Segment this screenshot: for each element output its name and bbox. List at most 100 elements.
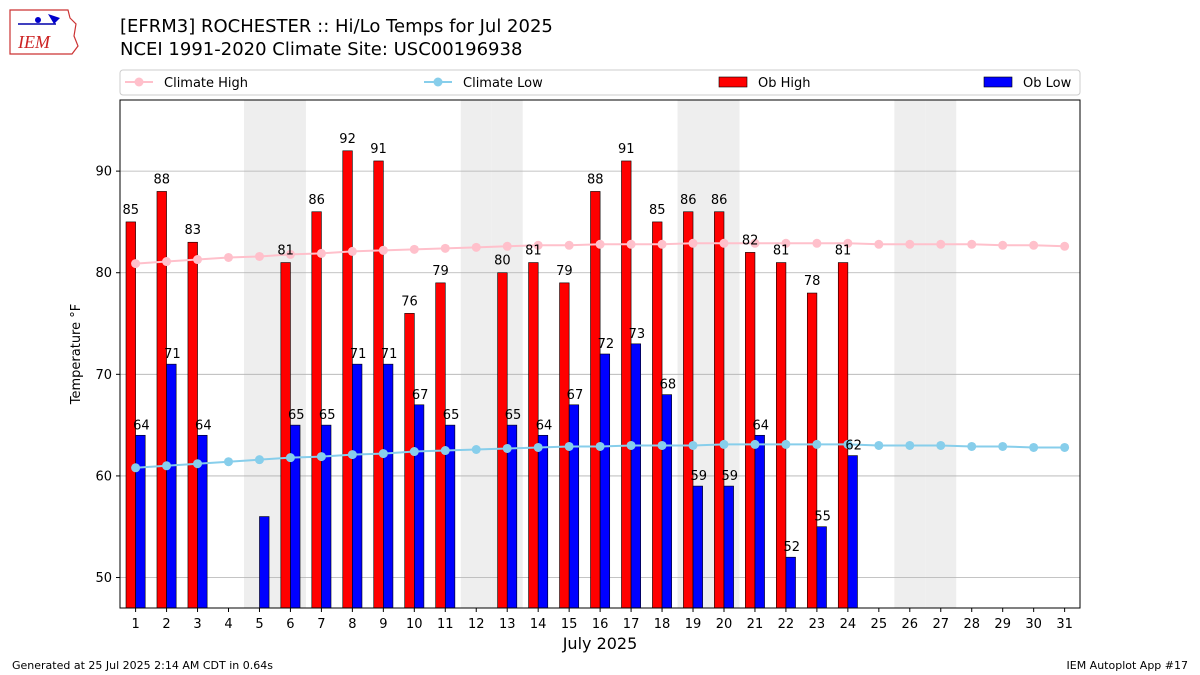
ob-high-label: 78 (804, 274, 821, 289)
ob-high-label: 86 (680, 193, 697, 208)
ob-high-label: 91 (618, 142, 635, 157)
x-tick-label: 1 (131, 617, 139, 632)
climate-low-point (440, 446, 450, 456)
ob-high-bar (837, 262, 849, 609)
app-footer: IEM Autoplot App #17 (1066, 659, 1189, 672)
ob-high-bar (342, 150, 353, 609)
chart-subtitle: NCEI 1991-2020 Climate Site: USC00196938 (120, 39, 523, 60)
climate-low-point (254, 455, 264, 465)
ob-low-bar (383, 363, 394, 609)
ob-low-label: 65 (505, 408, 522, 423)
x-tick-label: 18 (654, 617, 671, 632)
ob-low-label: 52 (783, 540, 800, 555)
climate-high-point (502, 241, 512, 251)
ob-low-label: 59 (691, 469, 708, 484)
ob-high-bar (776, 262, 787, 609)
legend-box (119, 69, 1081, 96)
climate-high-point (998, 240, 1008, 250)
generated-footer: Generated at 25 Jul 2025 2:14 AM CDT in … (12, 659, 273, 672)
climate-high-point (1060, 241, 1070, 251)
ob-high-label: 82 (742, 233, 759, 248)
ob-high-label: 80 (494, 254, 511, 269)
ob-low-bar (568, 404, 580, 609)
climate-low-point (719, 439, 729, 449)
ob-high-label: 81 (835, 244, 852, 259)
climate-high-point (564, 240, 574, 250)
y-tick-label: 50 (95, 571, 112, 586)
climate-low-point (347, 450, 357, 460)
climate-low-point (750, 439, 760, 449)
ob-low-label: 67 (567, 388, 584, 403)
x-tick-label: 10 (406, 617, 423, 632)
ob-high-bar (497, 272, 508, 609)
ob-low-bar (847, 455, 858, 609)
climate-low-point (657, 440, 667, 450)
weekend-band (460, 100, 492, 608)
ob-high-bar (280, 262, 291, 609)
ob-low-label: 67 (412, 388, 429, 403)
climate-high-point (1029, 240, 1039, 250)
x-tick-label: 25 (871, 617, 888, 632)
ob-low-label: 65 (319, 408, 336, 423)
climate-high-point (843, 238, 853, 248)
ob-low-label: 62 (845, 439, 862, 454)
climate-high-point (967, 239, 977, 249)
y-tick-label: 60 (95, 469, 112, 484)
climate-low-point (874, 440, 884, 450)
legend-ob-high-swatch (718, 76, 748, 88)
climate-high-point (595, 239, 605, 249)
climate-low-point (564, 441, 574, 451)
climate-high-point (254, 251, 264, 261)
ob-low-label: 73 (629, 327, 646, 342)
ob-high-label: 81 (773, 244, 790, 259)
ob-high-bar (373, 160, 384, 609)
x-tick-label: 14 (530, 617, 547, 632)
weekend-band (925, 100, 957, 608)
ob-high-label: 86 (711, 193, 728, 208)
logo-text: IEM (17, 32, 51, 52)
ob-low-bar (259, 516, 270, 609)
x-tick-label: 4 (224, 617, 232, 632)
ob-high-bar (404, 313, 415, 609)
legend-ob-low-swatch (983, 76, 1013, 88)
ob-high-bar (652, 221, 663, 609)
climate-low-point (378, 449, 388, 459)
climate-high-point (936, 239, 946, 249)
x-tick-label: 20 (716, 617, 733, 632)
climate-low-point (812, 439, 822, 449)
climate-low-point (967, 441, 977, 451)
ob-low-bar (692, 485, 703, 609)
legend-climate-high-label: Climate High (164, 76, 248, 91)
climate-high-point (316, 248, 326, 258)
x-tick-label: 16 (592, 617, 609, 632)
ob-high-bar (435, 282, 446, 609)
ob-low-label: 68 (660, 378, 677, 393)
x-tick-label: 29 (994, 617, 1011, 632)
climate-low-point (471, 445, 481, 455)
x-tick-label: 5 (255, 617, 263, 632)
ob-high-label: 76 (401, 294, 418, 309)
y-tick-label: 70 (95, 368, 112, 383)
ob-high-label: 81 (277, 244, 294, 259)
climate-high-point (347, 246, 357, 256)
ob-low-bar (723, 485, 734, 609)
climate-high-point (812, 238, 822, 248)
x-tick-label: 11 (437, 617, 454, 632)
ob-low-label: 55 (814, 510, 831, 525)
x-tick-label: 23 (809, 617, 826, 632)
x-tick-label: 30 (1025, 617, 1042, 632)
legend-climate-low-label: Climate Low (463, 76, 543, 91)
ob-low-bar (135, 434, 146, 609)
observed-bars (125, 150, 858, 609)
y-tick-label: 80 (95, 266, 112, 281)
ob-high-bar (683, 211, 694, 609)
x-tick-label: 9 (379, 617, 387, 632)
climate-low-point (843, 439, 853, 449)
climate-high-point (378, 245, 388, 255)
ob-low-bar (661, 394, 672, 609)
climate-high-point (688, 238, 698, 248)
x-tick-label: 6 (286, 617, 294, 632)
climate-high-point (533, 240, 543, 250)
climate-high-point (162, 257, 172, 267)
